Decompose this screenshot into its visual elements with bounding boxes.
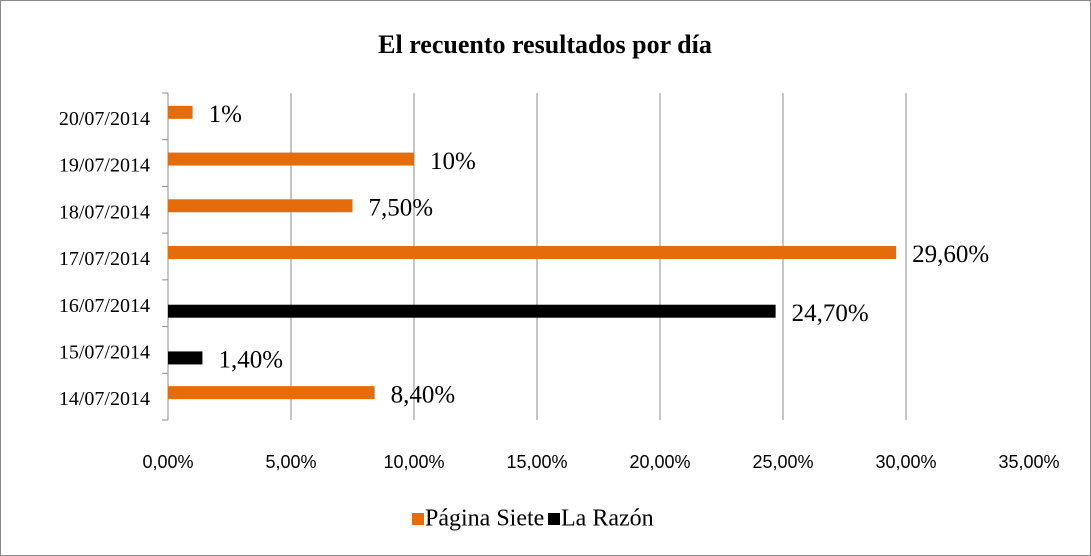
x-tick-label: 0,00% — [142, 452, 193, 472]
data-label: 29,60% — [912, 241, 989, 268]
legend-label: La Razón — [561, 506, 654, 532]
bar — [168, 386, 375, 400]
x-tick-label: 5,00% — [265, 452, 316, 472]
data-label: 8,40% — [391, 381, 456, 408]
legend-label: Página Siete — [425, 506, 544, 532]
bar — [168, 246, 897, 259]
bar — [168, 152, 414, 166]
legend-swatch — [548, 513, 560, 525]
bar — [168, 105, 193, 119]
x-tick-label: 35,00% — [998, 452, 1059, 472]
bar — [168, 199, 353, 213]
x-tick-label: 20,00% — [629, 452, 690, 472]
y-tick-label: 15/07/2014 — [59, 342, 150, 364]
data-label: 1% — [209, 101, 242, 128]
data-label: 24,70% — [792, 300, 869, 327]
y-tick-label: 20/07/2014 — [59, 108, 150, 130]
y-tick-label: 18/07/2014 — [59, 201, 150, 223]
chart-title: El recuento resultados por día — [378, 30, 712, 59]
x-tick-label: 15,00% — [506, 452, 567, 472]
legend-swatch — [412, 513, 424, 525]
bar — [168, 304, 776, 318]
y-tick-label: 17/07/2014 — [59, 248, 150, 270]
y-tick-label: 16/07/2014 — [59, 295, 150, 317]
y-tick-label: 19/07/2014 — [59, 155, 150, 177]
x-tick-label: 25,00% — [752, 452, 813, 472]
data-label: 7,50% — [369, 195, 434, 222]
y-tick-label: 14/07/2014 — [59, 388, 150, 410]
x-tick-label: 30,00% — [875, 452, 936, 472]
data-label: 10% — [430, 148, 476, 175]
data-label: 1,40% — [218, 347, 283, 374]
x-tick-label: 10,00% — [383, 452, 444, 472]
bar — [168, 351, 203, 365]
